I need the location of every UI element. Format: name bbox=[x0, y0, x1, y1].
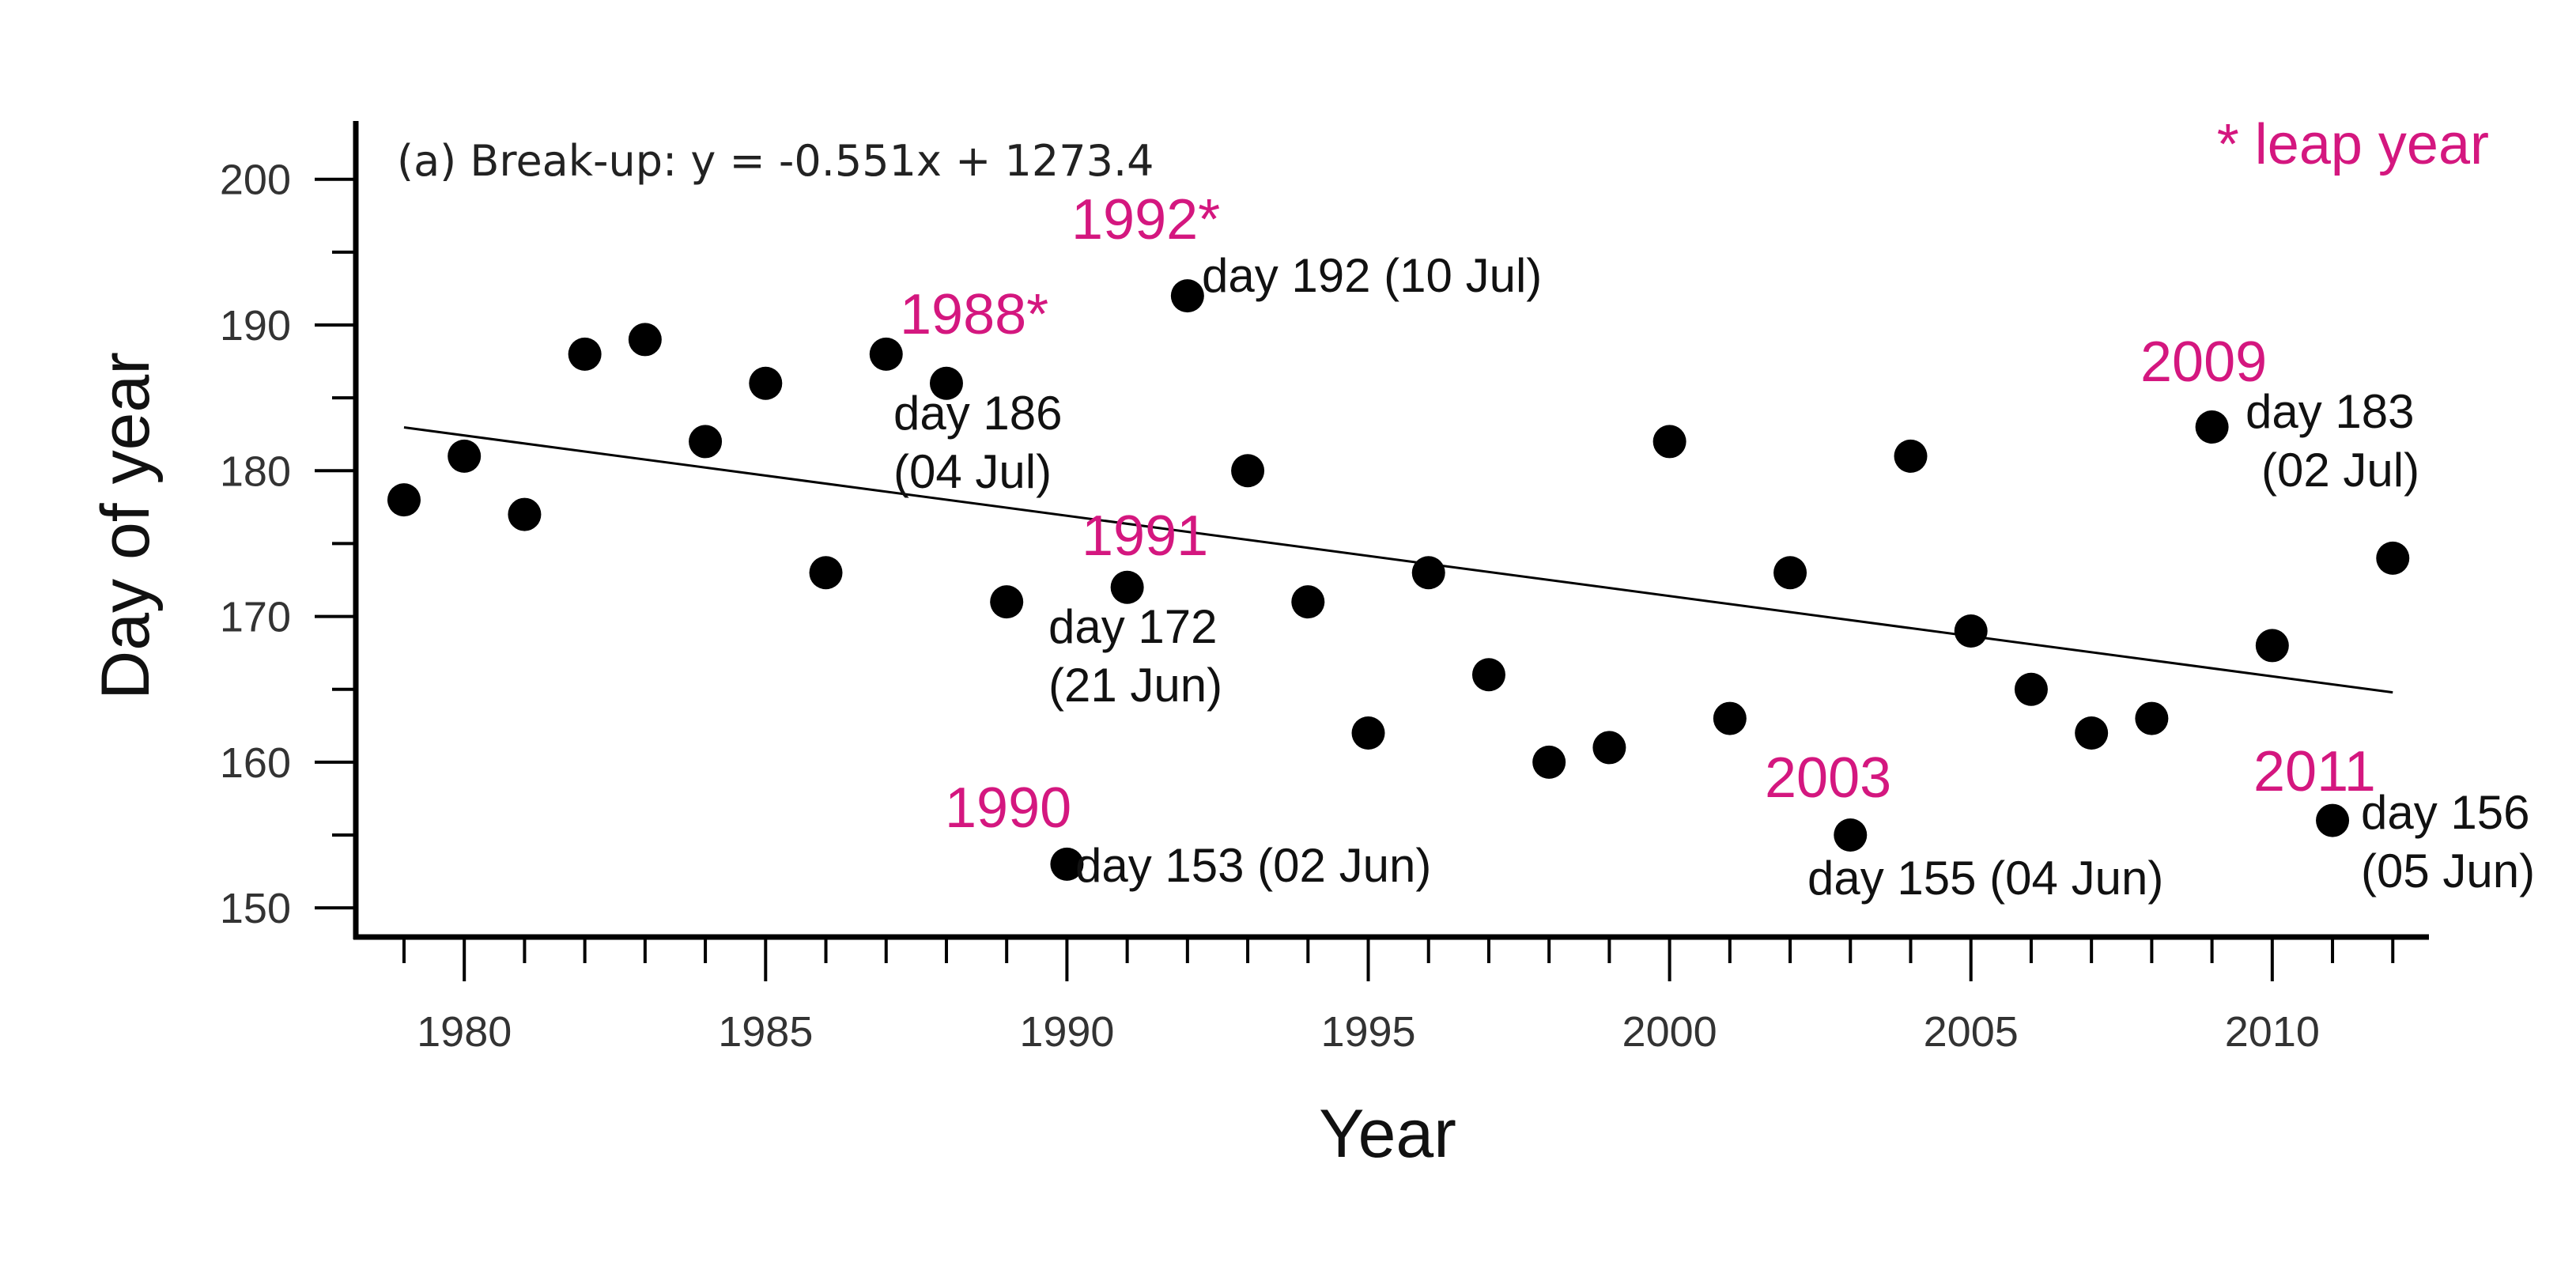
data-point bbox=[1050, 847, 1084, 881]
data-point bbox=[689, 425, 723, 459]
annotation-day: day 156 bbox=[2361, 786, 2530, 839]
data-point bbox=[568, 337, 602, 371]
data-point bbox=[1954, 614, 1988, 648]
x-tick-label: 1985 bbox=[718, 1008, 813, 1056]
annotation-day: day 172 bbox=[1048, 600, 1218, 653]
data-point bbox=[809, 556, 843, 590]
annotation-day: (04 Jul) bbox=[893, 445, 1052, 498]
x-axis-title: Year bbox=[1319, 1096, 1456, 1172]
annotation-day: day 192 (10 Jul) bbox=[1202, 249, 1542, 302]
data-point bbox=[2014, 672, 2048, 706]
data-point bbox=[1532, 745, 1566, 779]
x-tick-label: 1980 bbox=[417, 1008, 512, 1056]
data-point bbox=[1110, 570, 1144, 604]
y-axis-title: Day of year bbox=[88, 352, 164, 700]
data-points bbox=[387, 279, 2410, 881]
data-point bbox=[628, 323, 662, 357]
annotation-year: 1988* bbox=[900, 283, 1048, 346]
annotations: 1988* day 186(04 Jul) 1992*day 192 (10 Jul… bbox=[893, 188, 2535, 905]
data-point bbox=[387, 483, 421, 517]
data-point bbox=[1351, 716, 1385, 750]
data-point bbox=[508, 497, 542, 531]
data-point bbox=[749, 366, 783, 400]
data-point bbox=[1231, 454, 1265, 488]
x-tick-label: 1995 bbox=[1320, 1008, 1415, 1056]
data-point bbox=[2195, 410, 2229, 444]
data-point bbox=[1894, 439, 1928, 473]
annotation-day: day 155 (04 Jun) bbox=[1807, 852, 2163, 905]
data-point bbox=[990, 585, 1024, 619]
x-tick-label: 1990 bbox=[1019, 1008, 1114, 1056]
annotation-day: (05 Jun) bbox=[2361, 845, 2535, 897]
annotation-year: 2009 bbox=[2140, 331, 2267, 394]
chart-title: (a) Break-up: y = -0.551x + 1273.4 bbox=[397, 136, 1154, 186]
x-tick-label: 2000 bbox=[1622, 1008, 1717, 1056]
annotation-day: day 153 (02 Jun) bbox=[1075, 839, 1431, 892]
y-tick-label: 170 bbox=[220, 594, 291, 641]
x-tick-label: 2005 bbox=[1924, 1008, 2019, 1056]
data-point bbox=[869, 337, 903, 371]
data-point bbox=[2316, 803, 2350, 837]
annotation-year: 2011 bbox=[2253, 740, 2376, 803]
tick-labels: 150 160 170 180 190 200 1980 1985 1990 1995 2000 20… bbox=[220, 157, 2320, 1056]
data-point bbox=[1652, 425, 1686, 459]
data-point bbox=[2135, 701, 2169, 735]
annotation-year: 1992* bbox=[1071, 188, 1220, 251]
y-tick-label: 190 bbox=[220, 302, 291, 350]
data-point bbox=[1411, 556, 1445, 590]
annotation-year: 1991 bbox=[1082, 504, 1208, 568]
data-point bbox=[1471, 658, 1505, 692]
annotation-day: day 186 bbox=[893, 387, 1063, 440]
data-point bbox=[2376, 541, 2410, 575]
data-point bbox=[448, 439, 482, 473]
y-tick-label: 150 bbox=[220, 885, 291, 932]
data-point bbox=[1713, 701, 1747, 735]
data-point bbox=[2075, 716, 2109, 750]
data-point bbox=[1170, 279, 1204, 313]
axis-ticks bbox=[315, 177, 2395, 981]
y-tick-label: 200 bbox=[220, 157, 291, 204]
trend-line bbox=[403, 426, 2393, 694]
annotation-year: 1990 bbox=[945, 777, 1071, 840]
data-point bbox=[1592, 731, 1626, 765]
annotation-year: 2003 bbox=[1765, 746, 1891, 810]
annotation-day: (21 Jun) bbox=[1048, 659, 1222, 712]
data-point bbox=[1773, 556, 1807, 590]
leap-year-note: * leap year bbox=[2217, 113, 2489, 176]
x-tick-label: 2010 bbox=[2225, 1008, 2320, 1056]
data-point bbox=[929, 366, 963, 400]
data-point bbox=[1291, 585, 1325, 619]
data-point bbox=[1834, 818, 1868, 852]
y-tick-label: 180 bbox=[220, 448, 291, 495]
y-tick-label: 160 bbox=[220, 739, 291, 787]
annotation-day: (02 Jul) bbox=[2261, 444, 2419, 497]
annotation-day: day 183 bbox=[2246, 385, 2415, 438]
data-point bbox=[2255, 629, 2289, 663]
